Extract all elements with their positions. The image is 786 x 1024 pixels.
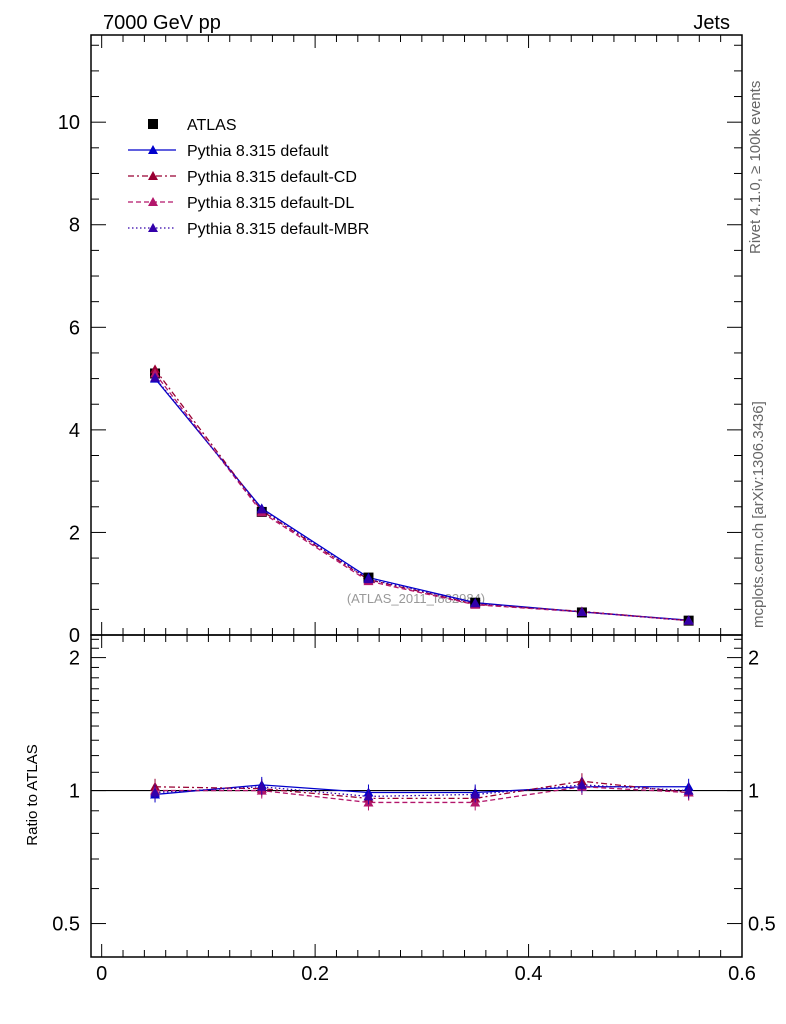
ratio-point-mbr <box>470 789 481 799</box>
ratio-line-default <box>154 784 689 796</box>
ratio-point-mbr <box>683 785 694 795</box>
main-panel: 0 2 4 6 8 10 <box>58 34 743 647</box>
legend-marker-cd <box>148 171 158 180</box>
ratio-point-mbr <box>363 791 374 801</box>
header-process: Jets <box>693 12 730 34</box>
legend-label-atlas: ATLAS <box>187 117 237 134</box>
ratio-point-mbr <box>256 781 267 791</box>
analysis-watermark: (ATLAS_2011_I882984) <box>347 591 485 606</box>
legend-marker-dl <box>148 197 158 206</box>
ratio-y-tick-label-right: 0.5 <box>748 914 776 936</box>
x-tick-label: 0.2 <box>301 963 329 985</box>
point-mbr <box>256 504 267 514</box>
ratio-point-mbr <box>150 787 161 797</box>
point-mbr <box>470 598 481 608</box>
legend-label-dl: Pythia 8.315 default-DL <box>187 195 354 212</box>
legend-label-cd: Pythia 8.315 default-CD <box>187 169 357 186</box>
legend-marker-atlas <box>148 119 158 129</box>
ratio-line-cd <box>155 780 689 800</box>
ratio-y-tick-label: 2 <box>69 648 80 670</box>
x-tick-label: 0.4 <box>515 963 543 985</box>
ratio-frame <box>90 634 743 958</box>
point-mbr <box>150 372 161 382</box>
legend-marker-default <box>148 145 158 154</box>
point-mbr <box>363 574 374 584</box>
y-tick-label: 0 <box>69 625 80 647</box>
ratio-y-tick-label-right: 1 <box>748 781 759 803</box>
legend: ATLAS Pythia 8.315 default Pythia 8.315 de… <box>128 117 369 238</box>
legend-label-default: Pythia 8.315 default <box>187 143 329 160</box>
series-line-mbr <box>154 377 689 622</box>
ratio-line-mbr <box>154 784 689 798</box>
y-tick-label: 10 <box>58 112 80 134</box>
ratio-point-mbr <box>576 779 587 789</box>
point-mbr <box>683 615 694 625</box>
ratio-panel: 0 0.2 0.4 0.6 0.5 0.5 1 1 2 2 <box>52 634 776 985</box>
legend-label-mbr: Pythia 8.315 default-MBR <box>187 221 369 238</box>
y-tick-label: 2 <box>69 522 80 544</box>
series-line-cd <box>154 368 689 622</box>
side-rivet-label: Rivet 4.1.0, ≥ 100k events <box>747 81 764 254</box>
ratio-ylabel: Ratio to ATLAS <box>24 744 41 845</box>
y-tick-label: 6 <box>69 317 80 339</box>
ratio-y-tick-label: 1 <box>69 781 80 803</box>
y-tick-label: 4 <box>69 420 80 442</box>
ratio-y-tick-label-right: 2 <box>748 648 759 670</box>
point-mbr <box>576 606 587 616</box>
header-energy: 7000 GeV pp <box>103 12 221 34</box>
x-tick-label: 0 <box>96 963 107 985</box>
ratio-line-dl <box>155 786 689 804</box>
side-mcplots-label: mcplots.cern.ch [arXiv:1306.3436] <box>750 401 767 628</box>
series-line-dl <box>154 373 689 622</box>
x-tick-label: 0.6 <box>728 963 756 985</box>
ratio-y-tick-label: 0.5 <box>52 914 80 936</box>
y-tick-label: 8 <box>69 215 80 237</box>
legend-marker-mbr <box>148 223 158 232</box>
series-line-default <box>154 378 689 621</box>
